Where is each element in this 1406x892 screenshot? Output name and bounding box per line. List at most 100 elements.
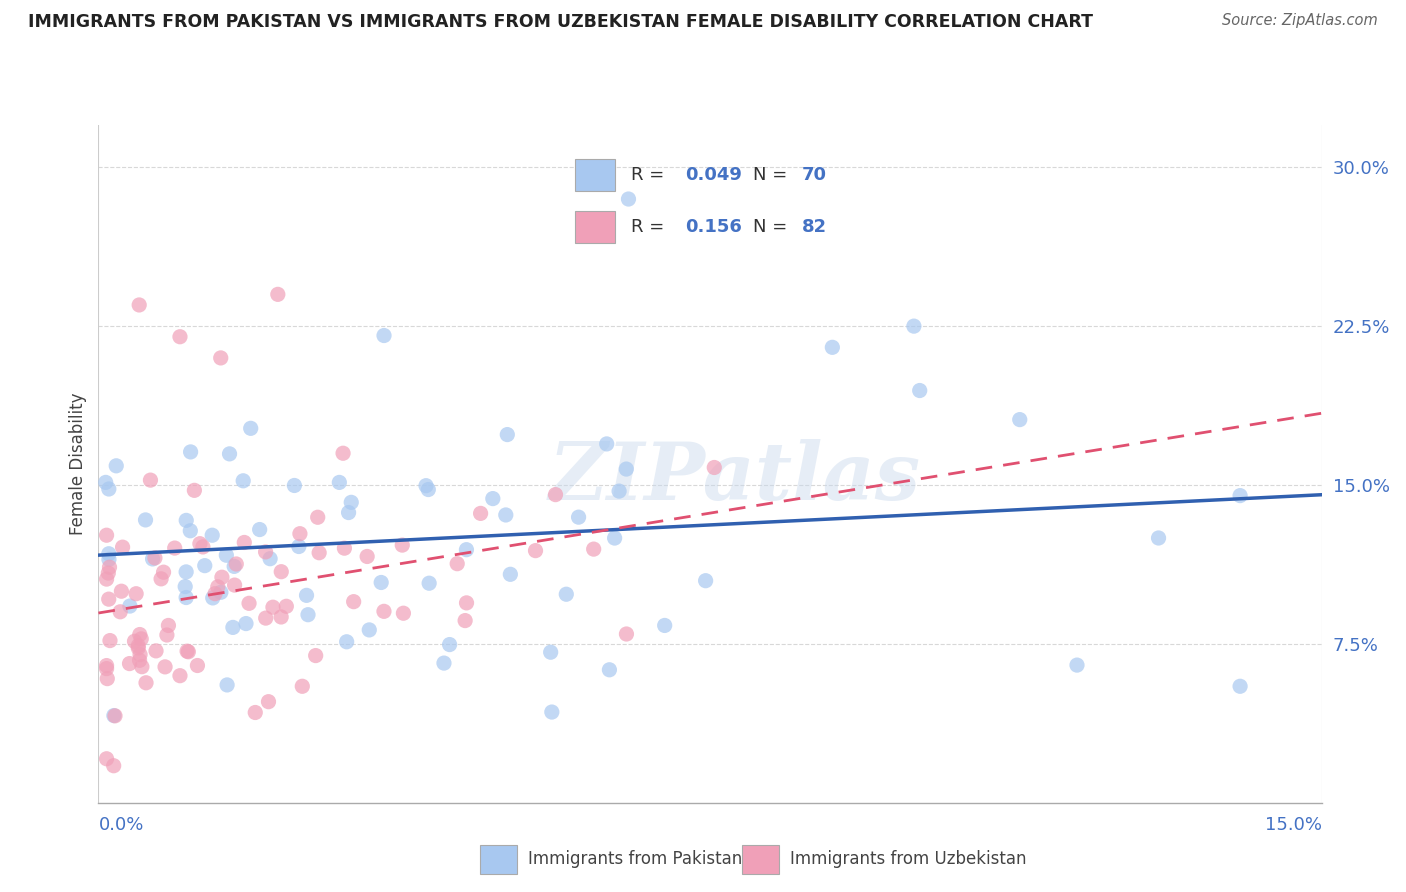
Text: 70: 70 (801, 166, 827, 184)
Point (340, 495, 363, 509)
Point (222, 620, 245, 634)
Point (370, 575, 392, 590)
Point (129, 648, 152, 662)
Point (908, 384, 931, 398)
Point (131, 659, 153, 673)
Point (118, 657, 141, 671)
Y-axis label: Female Disability: Female Disability (69, 392, 87, 535)
Point (163, 541, 186, 555)
Point (1229, 679, 1251, 693)
Point (373, 328, 395, 343)
Point (96, 572, 118, 586)
Point (582, 542, 605, 557)
Point (191, 540, 214, 554)
Point (218, 447, 240, 461)
Point (308, 546, 330, 560)
Point (201, 528, 224, 542)
Point (142, 552, 165, 566)
Point (96, 528, 118, 542)
Point (654, 618, 676, 632)
Point (540, 645, 562, 659)
Point (179, 524, 201, 538)
Point (415, 478, 437, 492)
Point (288, 526, 311, 541)
Point (499, 567, 522, 582)
Point (1008, 412, 1031, 426)
Point (359, 623, 381, 637)
Point (103, 758, 125, 772)
Text: IMMIGRANTS FROM PAKISTAN VS IMMIGRANTS FROM UZBEKISTAN FEMALE DISABILITY CORRELA: IMMIGRANTS FROM PAKISTAN VS IMMIGRANTS F… (28, 13, 1092, 31)
Text: Immigrants from Uzbekistan: Immigrants from Uzbekistan (790, 849, 1026, 868)
Point (224, 578, 246, 592)
Point (97, 552, 120, 566)
Point (157, 618, 180, 632)
Point (129, 632, 152, 646)
Point (373, 604, 395, 618)
Point (150, 572, 173, 586)
Text: 82: 82 (801, 218, 827, 236)
Point (128, 298, 150, 312)
Point (233, 535, 256, 549)
Point (333, 541, 356, 556)
Point (135, 513, 157, 527)
Point (596, 437, 619, 451)
Text: 0.0%: 0.0% (98, 816, 143, 834)
Text: N =: N = (752, 166, 793, 184)
Point (169, 669, 191, 683)
Point (96, 662, 118, 676)
Point (1147, 531, 1170, 545)
Point (174, 580, 197, 594)
Point (97, 592, 120, 607)
Point (224, 559, 246, 574)
Point (174, 513, 197, 527)
Point (392, 606, 415, 620)
Point (211, 570, 233, 584)
Point (94, 475, 117, 490)
Point (127, 639, 149, 653)
Point (446, 557, 468, 571)
Point (496, 427, 519, 442)
Point (96, 672, 118, 686)
Point (225, 557, 247, 571)
Point (176, 644, 198, 658)
Point (124, 634, 146, 648)
Point (209, 585, 232, 599)
Point (127, 640, 149, 655)
Point (555, 587, 578, 601)
Point (143, 550, 166, 565)
Point (128, 653, 150, 667)
Point (695, 574, 717, 588)
Point (544, 487, 567, 501)
Point (98, 633, 121, 648)
Point (177, 645, 200, 659)
Point (180, 445, 202, 459)
Point (270, 610, 292, 624)
Point (305, 648, 328, 663)
Point (540, 705, 562, 719)
Point (103, 708, 125, 723)
Point (482, 491, 505, 506)
Text: Source: ZipAtlas.com: Source: ZipAtlas.com (1222, 13, 1378, 29)
Point (238, 596, 260, 610)
Point (821, 340, 844, 354)
Point (232, 474, 254, 488)
Point (616, 627, 638, 641)
Point (337, 506, 360, 520)
Bar (575, 211, 616, 244)
Point (343, 595, 366, 609)
Point (183, 483, 205, 498)
Point (174, 591, 197, 605)
Point (194, 558, 217, 573)
Point (98, 560, 121, 574)
Point (524, 543, 547, 558)
Point (614, 462, 637, 476)
Point (215, 548, 238, 562)
Point (254, 545, 277, 559)
Point (125, 587, 148, 601)
Text: 0.049: 0.049 (686, 166, 742, 184)
Point (454, 614, 477, 628)
Point (259, 551, 281, 566)
Point (356, 549, 378, 564)
Point (470, 507, 492, 521)
Point (291, 679, 314, 693)
